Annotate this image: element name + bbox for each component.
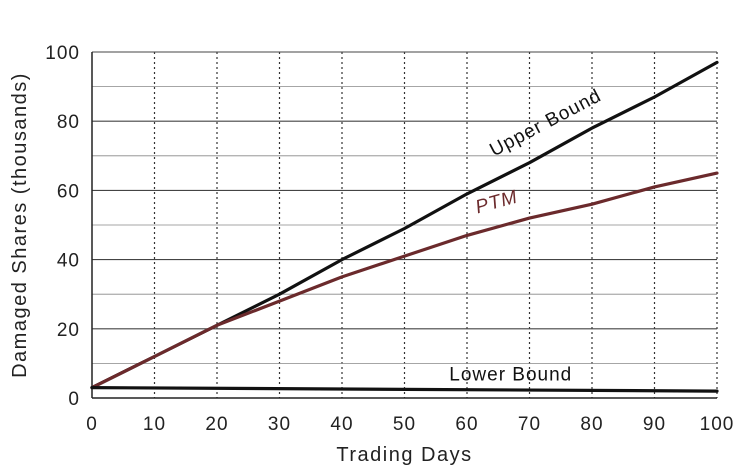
y-tick-label: 80	[57, 112, 80, 133]
x-tick-label: 60	[455, 414, 478, 435]
x-tick-label: 20	[205, 414, 228, 435]
y-tick-label: 40	[57, 251, 80, 272]
series-lines	[90, 60, 719, 393]
x-tick-label: 90	[643, 414, 666, 435]
x-tick-label: 70	[518, 414, 541, 435]
series-label-lower-bound: Lower Bound	[449, 365, 572, 386]
x-axis-title: Trading Days	[336, 444, 472, 466]
x-tick-label: 40	[330, 414, 353, 435]
x-tick-label: 100	[700, 414, 735, 435]
x-tick-label: 50	[393, 414, 416, 435]
series-label-ptm: PTM	[473, 187, 520, 219]
series-annotations: Upper Bound PTM Lower Bound	[449, 85, 605, 385]
x-tick-label: 0	[86, 414, 98, 435]
y-axis-title: Damaged Shares (thousands)	[9, 72, 31, 378]
y-tick-label: 0	[68, 389, 80, 410]
grid	[92, 51, 718, 399]
axes: 0 10 20 30 40 50 60 70 80 90 100 0 20 40 60 80 100	[45, 43, 735, 435]
x-tick-label: 80	[580, 414, 603, 435]
x-tick-label: 10	[143, 414, 166, 435]
series-line-lower-bound	[90, 386, 719, 393]
y-tick-label: 60	[57, 181, 80, 202]
y-tick-label: 20	[57, 320, 80, 341]
series-label-upper-bound: Upper Bound	[486, 85, 605, 161]
y-tick-label: 100	[45, 43, 80, 64]
series-line-ptm	[90, 171, 719, 390]
x-tick-label: 30	[268, 414, 291, 435]
